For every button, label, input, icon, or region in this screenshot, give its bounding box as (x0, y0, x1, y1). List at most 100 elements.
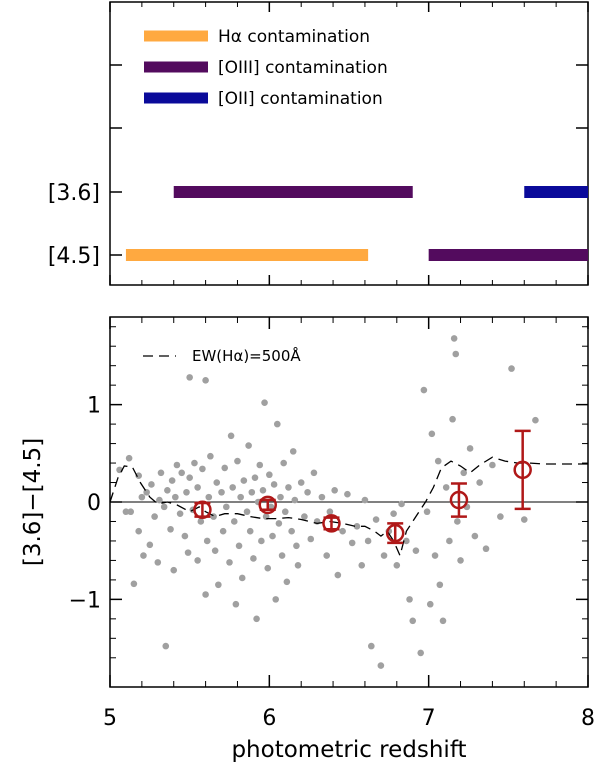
scatter-point-4 (130, 580, 138, 588)
top-panel-frame (109, 1, 589, 286)
binned-point-0 (193, 500, 212, 520)
scatter-point-11 (148, 481, 155, 488)
scatter-point-70 (259, 487, 267, 494)
scatter-point-52 (229, 484, 236, 491)
scatter-point-66 (253, 615, 260, 623)
legend-label-oii: [OII] contamination (218, 89, 383, 109)
scatter-point-41 (207, 452, 214, 460)
binned-point-4 (449, 490, 469, 510)
scatter-point-3 (127, 508, 135, 516)
x-tick-label-6: 6 (262, 706, 276, 731)
scatter-point-24 (176, 510, 184, 517)
scatter-point-86 (285, 484, 292, 491)
scatter-point-137 (457, 557, 464, 564)
scatter-point-2 (125, 454, 133, 462)
binned-point-3 (385, 523, 405, 543)
scatter-point-141 (471, 532, 479, 540)
scatter-point-110 (368, 642, 375, 650)
scatter-point-92 (297, 479, 305, 486)
scatter-point-74 (266, 471, 273, 479)
contamination-panel: Hα contamination [OIII] contamination [O… (48, 1, 589, 286)
scatter-point-22 (172, 493, 179, 501)
scatter-point-9 (143, 488, 150, 496)
scatter-point-58 (238, 574, 246, 582)
scatter-point-33 (194, 557, 201, 564)
scatter-point-53 (230, 518, 238, 525)
scatter-point-89 (291, 496, 299, 504)
color-redshift-panel: EW(Hα)=500Å 5 6 7 8 −1 0 1 photometric r… (20, 316, 595, 763)
scatter-point-90 (293, 542, 300, 550)
scatter-point-91 (294, 561, 302, 569)
scatter-point-81 (277, 493, 284, 501)
scatter-point-77 (270, 481, 278, 488)
scatter-point-109 (364, 537, 372, 545)
scatter-point-65 (251, 474, 259, 481)
scatter-point-106 (353, 523, 361, 530)
scatter-point-133 (449, 415, 456, 423)
scatter-point-105 (348, 539, 356, 547)
scatter-point-36 (199, 465, 206, 473)
scatter-point-131 (442, 484, 450, 491)
legend-label-halpha: Hα contamination (218, 27, 370, 47)
scatter-point-13 (154, 559, 162, 566)
scatter-point-69 (258, 537, 265, 545)
scatter-point-99 (323, 552, 330, 559)
scatter-point-112 (377, 662, 385, 669)
scatter-point-79 (274, 420, 281, 428)
scatter-point-144 (489, 461, 496, 469)
scatter-point-35 (197, 518, 205, 525)
scatter-point-12 (151, 513, 158, 520)
legend: Hα contamination [OIII] contamination [O… (144, 27, 388, 109)
scatter-point-59 (240, 477, 248, 484)
scatter-point-68 (256, 461, 264, 469)
scatter-point-34 (194, 484, 201, 491)
scatter-point-16 (160, 503, 168, 511)
x-axis-title: photometric redshift (231, 737, 466, 763)
scatter-point-108 (361, 496, 369, 504)
scatter-point-20 (168, 477, 176, 484)
scatter-point-76 (269, 532, 276, 540)
y-tick-label-0: 0 (87, 491, 101, 516)
scatter-point-129 (436, 581, 444, 589)
scatter-point-54 (232, 600, 240, 608)
scatter-point-46 (218, 488, 225, 496)
scatter-point-75 (267, 503, 275, 511)
scatter-point-23 (173, 461, 181, 469)
legend-entry-oii: [OII] contamination (144, 89, 383, 109)
scatter-point-142 (476, 479, 483, 486)
scatter-point-40 (205, 493, 213, 501)
scatter-point-116 (393, 561, 401, 569)
scatter-point-1 (122, 508, 130, 516)
scatter-point-132 (446, 537, 453, 545)
scatter-point-71 (261, 399, 268, 406)
scatter-point-73 (264, 564, 272, 572)
scatter-point-38 (202, 376, 209, 384)
scatter-point-60 (243, 508, 251, 516)
scatter-point-124 (423, 508, 431, 516)
binned-point-2 (322, 514, 341, 533)
y-tick-label-1: 1 (87, 394, 101, 419)
scatter-point-121 (412, 547, 420, 554)
legend-entry-halpha: Hα contamination (144, 27, 370, 47)
scatter-point-107 (358, 561, 366, 569)
scatter-point-10 (146, 541, 154, 549)
band-label-3p6: [3.6] (48, 181, 100, 206)
scatter-point-29 (186, 474, 193, 481)
scatter-point-28 (184, 549, 192, 556)
scatter-point-93 (301, 513, 308, 520)
scatter-point-26 (181, 532, 189, 540)
scatter-point-50 (226, 559, 233, 566)
scatter-point-47 (219, 527, 227, 535)
scatter-point-145 (497, 513, 504, 520)
scatter-point-62 (246, 527, 254, 535)
scatter-point-49 (223, 503, 230, 511)
scatter-point-78 (272, 596, 280, 603)
scatter-point-30 (186, 374, 193, 381)
y-axis-title: [3.6]−[4.5] (20, 438, 46, 566)
scatter-point-143 (482, 545, 490, 553)
scatter-point-136 (454, 518, 461, 525)
scatter-point-57 (237, 493, 244, 501)
scatter-point-113 (380, 552, 388, 559)
scatter-point-39 (203, 537, 211, 545)
